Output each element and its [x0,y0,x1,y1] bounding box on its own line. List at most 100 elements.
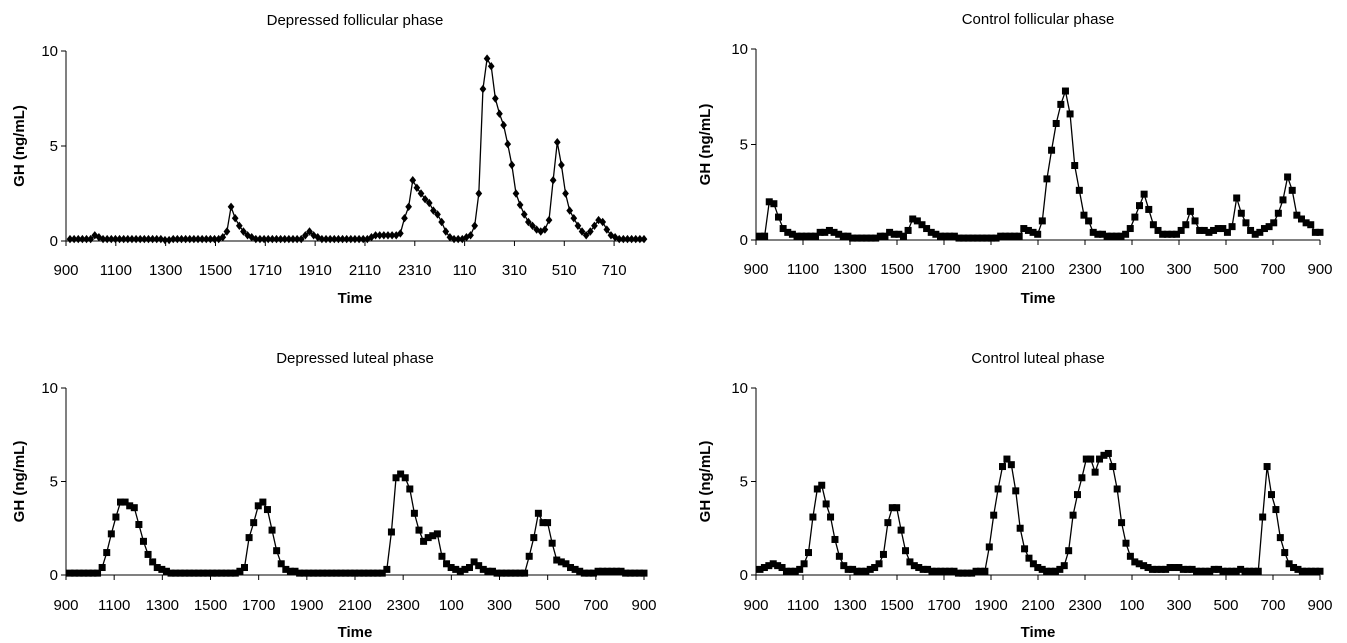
data-point [1219,225,1227,233]
data-point [1145,205,1153,213]
data-point [1279,196,1287,204]
data-point [182,234,189,244]
data-point [879,550,887,558]
data-point [876,232,884,240]
data-point [862,567,870,575]
data-point [360,569,368,577]
data-point [326,234,334,244]
data-point [591,221,598,230]
x-tick-label: 100 [1119,597,1144,614]
data-point [872,234,880,242]
data-point [1131,213,1139,221]
data-point [337,569,345,577]
data-point [378,569,386,577]
data-point [132,234,140,244]
data-point [599,217,607,227]
data-point [1144,564,1152,572]
data-point [1245,567,1253,575]
data-point [1281,549,1289,557]
data-point [802,232,810,240]
data-point [355,569,363,577]
data-point [1029,560,1037,568]
y-axis-label: GH (ng/mL) [697,104,714,186]
data-point [314,233,322,242]
data-point [1140,190,1148,198]
data-point [909,215,917,223]
data-point [849,234,857,242]
data-point [1117,232,1125,240]
data-point [897,526,905,534]
data-point [969,234,977,242]
data-point [227,202,235,211]
data-point [1270,219,1278,227]
y-tick-label: 10 [41,380,58,397]
data-point [913,217,921,225]
data-point [1214,225,1222,233]
data-point [167,569,175,577]
data-point [626,569,634,577]
data-point [862,234,870,242]
data-point [1100,451,1108,459]
data-point [176,569,184,577]
data-point [443,560,451,568]
chart-title: Depressed luteal phase [276,350,434,367]
data-point [997,232,1005,240]
data-point [960,234,968,242]
data-point [622,569,630,577]
data-point [1006,232,1014,240]
x-tick-label: 1500 [199,262,232,279]
y-tick-label: 5 [50,138,58,155]
data-point [570,214,578,223]
data-point [895,230,903,238]
data-point [1237,209,1245,217]
y-tick-label: 5 [740,137,748,154]
data-point [1038,217,1046,225]
data-point [954,569,962,577]
x-axis-label: Time [1021,290,1056,307]
data-point [807,232,815,240]
data-point [835,230,843,238]
data-point [186,234,194,244]
data-point [1051,567,1059,575]
data-point [116,234,123,244]
data-point [268,234,276,244]
data-point [932,567,940,575]
data-point [71,569,79,577]
data-point [594,567,602,575]
data-point [923,225,931,233]
data-point [500,120,507,130]
x-tick-label: 100 [439,597,464,614]
data-point [918,221,926,229]
data-point [640,569,648,577]
x-tick-label: 2100 [1021,261,1054,278]
data-point [1011,232,1019,240]
data-point [821,228,829,236]
data-point [491,94,499,103]
data-point [1223,567,1231,575]
data-point [291,567,299,575]
data-point [121,498,129,506]
data-point [520,210,528,219]
data-point [66,569,74,577]
data-point [314,569,322,577]
data-point [589,569,597,577]
x-tick-label: 1710 [249,262,282,279]
data-point [968,569,976,577]
x-tick-label: 1900 [290,597,323,614]
data-point [1223,228,1231,236]
data-point [128,234,136,244]
data-point [844,232,852,240]
data-point [273,547,281,555]
data-point [586,227,594,236]
data-point [779,225,787,233]
data-point [525,552,533,560]
data-point [256,234,264,244]
data-point [401,214,408,223]
data-point [204,569,212,577]
data-point [1260,225,1268,233]
data-point [264,234,272,244]
x-tick-label: 2110 [349,262,381,279]
data-point [946,232,954,240]
data-point [1241,567,1249,575]
data-point [502,569,510,577]
